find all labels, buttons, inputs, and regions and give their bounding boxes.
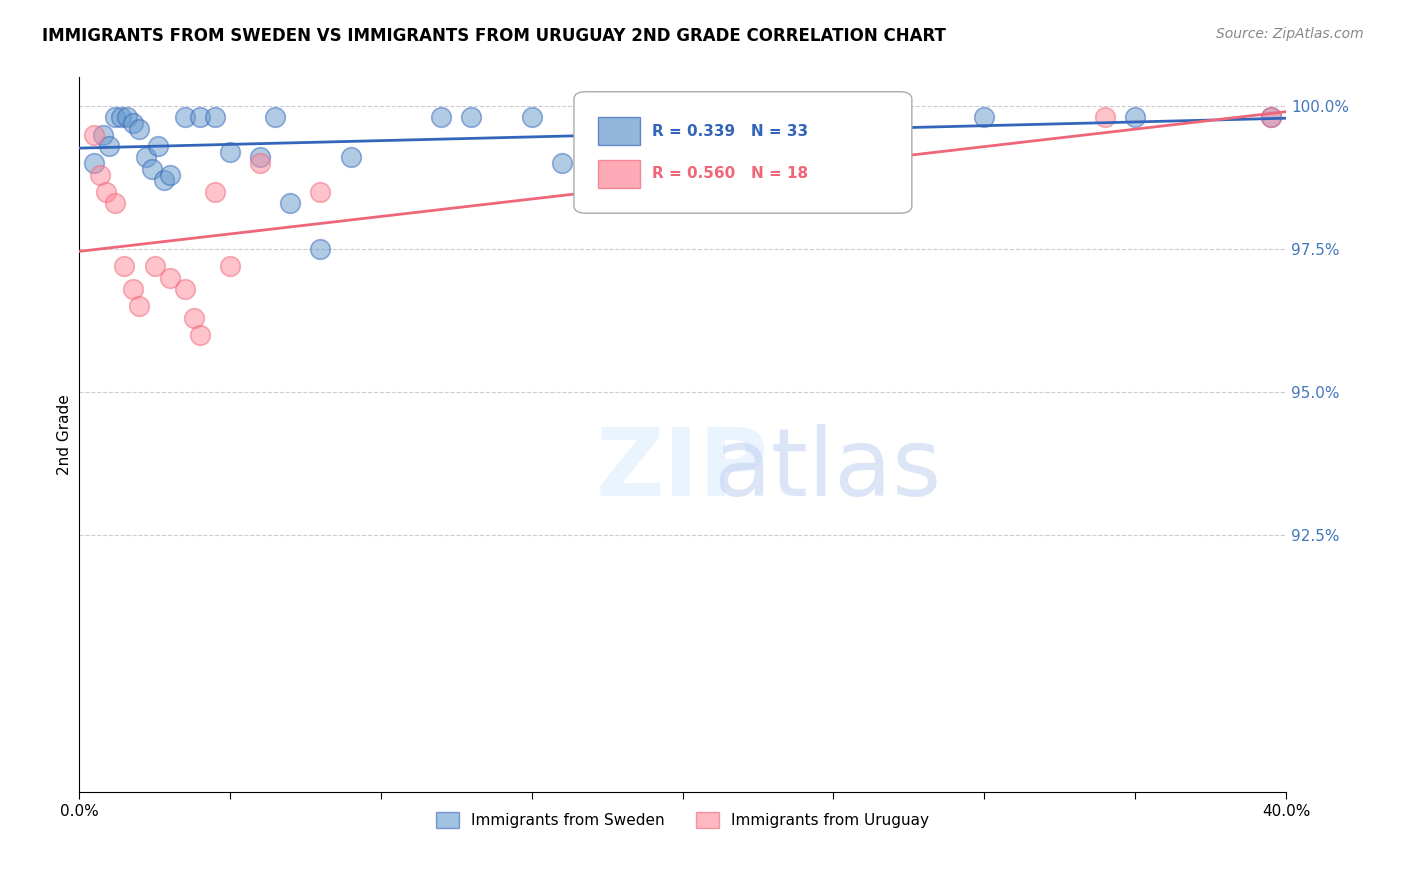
Point xyxy=(96,185,118,199)
Point xyxy=(141,161,163,176)
Point xyxy=(551,156,574,170)
Point xyxy=(173,111,195,125)
Point xyxy=(188,327,211,342)
Point xyxy=(219,259,242,273)
Point xyxy=(460,111,482,125)
Point xyxy=(520,111,543,125)
Point xyxy=(204,185,226,199)
Point xyxy=(122,116,145,130)
Point xyxy=(183,310,205,325)
Point xyxy=(249,151,271,165)
Point xyxy=(1094,111,1116,125)
Text: ZIP: ZIP xyxy=(596,425,769,516)
Point xyxy=(581,111,603,125)
Legend: Immigrants from Sweden, Immigrants from Uruguay: Immigrants from Sweden, Immigrants from … xyxy=(430,806,935,834)
Point xyxy=(159,270,181,285)
Point xyxy=(264,111,287,125)
Point xyxy=(249,156,271,170)
FancyBboxPatch shape xyxy=(574,92,912,213)
Point xyxy=(159,168,181,182)
Point xyxy=(128,121,150,136)
Point xyxy=(104,111,127,125)
Point xyxy=(117,111,139,125)
Point xyxy=(152,173,174,187)
Text: R = 0.339   N = 33: R = 0.339 N = 33 xyxy=(652,123,808,138)
Point xyxy=(973,111,995,125)
Bar xyxy=(598,117,640,145)
Point xyxy=(641,111,664,125)
Point xyxy=(702,156,724,170)
Text: IMMIGRANTS FROM SWEDEN VS IMMIGRANTS FROM URUGUAY 2ND GRADE CORRELATION CHART: IMMIGRANTS FROM SWEDEN VS IMMIGRANTS FRO… xyxy=(42,27,946,45)
Bar xyxy=(598,160,640,188)
Point xyxy=(204,111,226,125)
Point xyxy=(1260,111,1282,125)
Point xyxy=(173,282,195,296)
Point xyxy=(89,168,111,182)
Point xyxy=(91,128,114,142)
Point xyxy=(309,185,332,199)
Point xyxy=(1260,111,1282,125)
Point xyxy=(219,145,242,159)
Point xyxy=(83,156,105,170)
Point xyxy=(112,259,135,273)
Text: Source: ZipAtlas.com: Source: ZipAtlas.com xyxy=(1216,27,1364,41)
Point xyxy=(143,259,166,273)
Y-axis label: 2nd Grade: 2nd Grade xyxy=(58,394,72,475)
Point xyxy=(134,151,156,165)
Point xyxy=(188,111,211,125)
Point xyxy=(83,128,105,142)
Point xyxy=(430,111,453,125)
Point xyxy=(122,282,145,296)
Text: atlas: atlas xyxy=(713,425,942,516)
Point xyxy=(110,111,132,125)
Point xyxy=(128,299,150,313)
Point xyxy=(104,196,127,211)
Point xyxy=(146,139,169,153)
Point xyxy=(98,139,121,153)
Text: R = 0.560   N = 18: R = 0.560 N = 18 xyxy=(652,167,808,181)
Point xyxy=(339,151,361,165)
Point xyxy=(309,242,332,256)
Point xyxy=(883,111,905,125)
Point xyxy=(1123,111,1146,125)
Point xyxy=(278,196,301,211)
